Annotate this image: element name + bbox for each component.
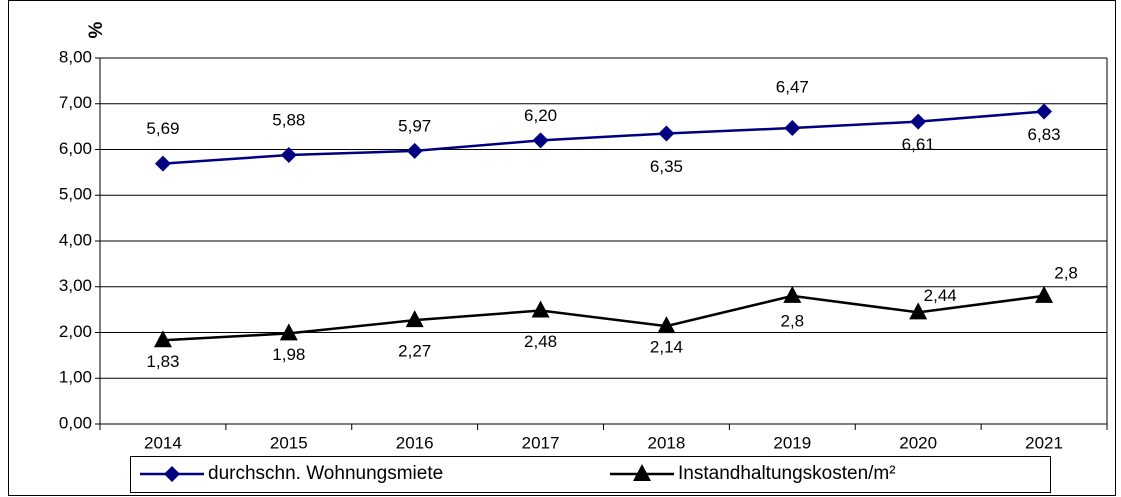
data-label: 2,8: [1054, 263, 1078, 282]
marker: [910, 113, 927, 130]
y-tick-label: 5,00: [59, 185, 92, 204]
data-label: 5,69: [146, 119, 179, 138]
x-tick-label: 2016: [396, 433, 434, 452]
data-label: 2,48: [524, 332, 557, 351]
data-label: 5,97: [398, 116, 431, 135]
x-tick-label: 2019: [773, 433, 811, 452]
marker: [280, 146, 297, 163]
data-label: 5,88: [272, 110, 305, 129]
data-label: 2,44: [924, 286, 957, 305]
marker: [153, 330, 172, 348]
y-tick-label: 1,00: [59, 368, 92, 387]
x-tick-label: 2014: [144, 433, 182, 452]
data-label: 6,35: [650, 157, 683, 176]
marker: [1036, 103, 1053, 120]
data-label: 1,98: [272, 345, 305, 364]
x-tick-label: 2018: [648, 433, 686, 452]
marker: [783, 285, 802, 303]
legend-label: Instandhaltungskosten/m²: [678, 463, 896, 484]
data-label: 2,14: [650, 338, 683, 357]
chart-border: [8, 0, 1116, 496]
data-label: 2,27: [398, 342, 431, 361]
marker: [658, 125, 675, 142]
data-label: 6,20: [524, 106, 557, 125]
marker: [532, 132, 549, 149]
data-label: 6,61: [902, 135, 935, 154]
legend-marker: [164, 466, 180, 482]
data-label: 6,47: [776, 77, 809, 96]
data-label: 2,8: [780, 311, 804, 330]
marker: [784, 119, 801, 136]
y-tick-label: 4,00: [59, 230, 92, 249]
legend-label: durchschn. Wohnungsmiete: [208, 463, 443, 484]
marker: [909, 302, 928, 320]
x-tick-label: 2015: [270, 433, 308, 452]
series-line: [162, 110, 1045, 165]
marker: [405, 310, 424, 328]
x-tick-label: 2017: [522, 433, 560, 452]
legend-marker: [633, 464, 651, 481]
y-tick-label: 3,00: [59, 276, 92, 295]
y-tick-label: 7,00: [59, 93, 92, 112]
x-tick-label: 2020: [899, 433, 937, 452]
marker: [279, 323, 298, 341]
marker: [406, 142, 423, 159]
data-label: 1,83: [146, 352, 179, 371]
marker: [657, 316, 676, 334]
y-tick-label: 0,00: [59, 413, 92, 432]
marker: [1035, 285, 1054, 303]
y-tick-label: 8,00: [59, 47, 92, 66]
legend-box: [130, 456, 1051, 493]
series-line: [162, 294, 1045, 342]
x-tick-label: 2021: [1025, 433, 1063, 452]
y-axis-label: %: [86, 21, 107, 38]
y-tick-label: 6,00: [59, 139, 92, 158]
data-label: 6,83: [1028, 125, 1061, 144]
marker: [531, 300, 550, 318]
y-tick-label: 2,00: [59, 322, 92, 341]
marker: [154, 155, 171, 172]
